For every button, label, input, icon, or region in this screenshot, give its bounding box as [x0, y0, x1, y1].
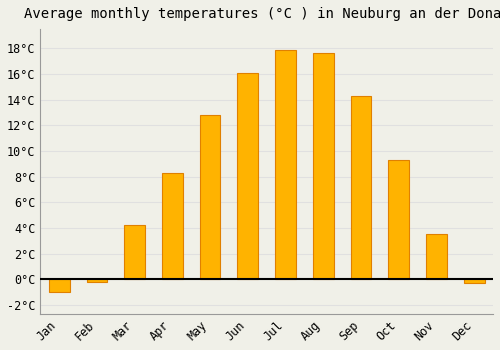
Bar	[275, 50, 296, 279]
Bar	[238, 73, 258, 279]
Bar	[350, 96, 372, 279]
Bar	[200, 115, 220, 279]
Bar	[388, 160, 409, 279]
Bar	[124, 225, 145, 279]
Bar	[426, 234, 447, 279]
Bar	[313, 54, 334, 279]
Title: Average monthly temperatures (°C ) in Neuburg an der Donau: Average monthly temperatures (°C ) in Ne…	[24, 7, 500, 21]
Bar	[86, 279, 108, 282]
Bar	[464, 279, 484, 283]
Bar	[49, 279, 70, 292]
Bar	[162, 173, 182, 279]
